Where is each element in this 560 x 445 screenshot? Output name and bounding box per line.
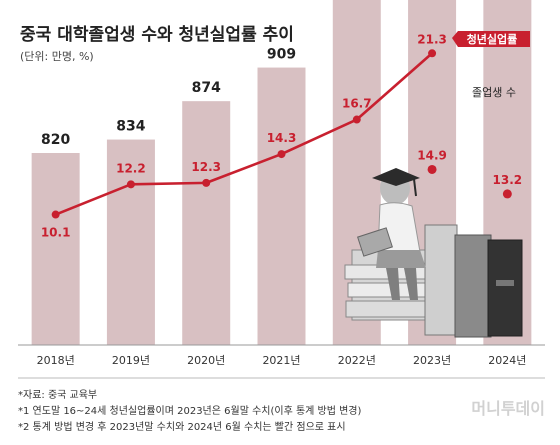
watermark-text: 머니투데이 [471, 399, 545, 418]
dot-point-6 [502, 189, 512, 199]
line-point-3 [277, 150, 286, 159]
chart-title: 중국 대학졸업생 수와 청년실업률 추이 [20, 24, 294, 45]
note-source: *자료: 중국 교육부 [18, 389, 97, 401]
line-legend: 청년실업률 [452, 31, 530, 47]
bar-value-label-2: 874 [192, 80, 221, 96]
labels-layer: 82083487490910761158117910.112.212.314.3… [41, 32, 523, 240]
line-value-label-0: 10.1 [41, 226, 71, 240]
bar-2 [182, 101, 231, 345]
line-layer [51, 49, 512, 219]
dot-value-label-6: 13.2 [493, 173, 523, 187]
line-point-1 [126, 180, 135, 189]
dot-point-5 [427, 164, 437, 174]
x-tick-label-6: 2024년 [488, 354, 526, 367]
bar-legend-label: 졸업생 수 [472, 86, 516, 99]
x-tick-label-0: 2018년 [37, 354, 75, 367]
bar-value-label-1: 834 [116, 119, 145, 135]
note-2: *2 통계 방법 변경 후 2023년말 수치와 2024년 6월 수치는 빨간… [18, 420, 346, 433]
line-point-4 [352, 115, 361, 124]
bar-0 [31, 153, 80, 345]
line-value-label-2: 12.3 [191, 160, 221, 174]
watermark-logo: 머니투데이 [471, 399, 545, 418]
bar-value-label-0: 820 [41, 132, 70, 148]
bar-value-label-3: 909 [267, 47, 296, 63]
x-tick-label-5: 2023년 [413, 354, 451, 367]
line-point-0 [51, 210, 60, 219]
x-tick-label-1: 2019년 [112, 354, 150, 367]
dot-value-label-5: 14.9 [417, 148, 447, 162]
line-value-label-3: 14.3 [267, 131, 297, 145]
line-point-5 [428, 49, 437, 58]
line-value-label-4: 16.7 [342, 97, 372, 111]
line-value-label-1: 12.2 [116, 161, 146, 175]
unemployment-line [55, 52, 433, 216]
x-tick-label-2: 2020년 [187, 354, 225, 367]
bar-1 [106, 139, 155, 345]
x-tick-label-4: 2022년 [338, 354, 376, 367]
x-tick-label-3: 2021년 [262, 354, 300, 367]
x-axis-ticks: 2018년 2019년 2020년 2021년 2022년 2023년 2024년 [37, 354, 527, 367]
chart-subtitle: (단위: 만명, %) [20, 50, 94, 63]
graduate-illustration [344, 168, 523, 338]
bar-3 [257, 67, 306, 345]
note-1: *1 연도말 16~24세 청년실업률이며 2023년은 6월말 수치(이후 통… [18, 404, 362, 417]
line-point-2 [202, 178, 211, 187]
line-legend-label: 청년실업률 [467, 32, 518, 46]
line-value-label-5: 21.3 [417, 32, 447, 46]
